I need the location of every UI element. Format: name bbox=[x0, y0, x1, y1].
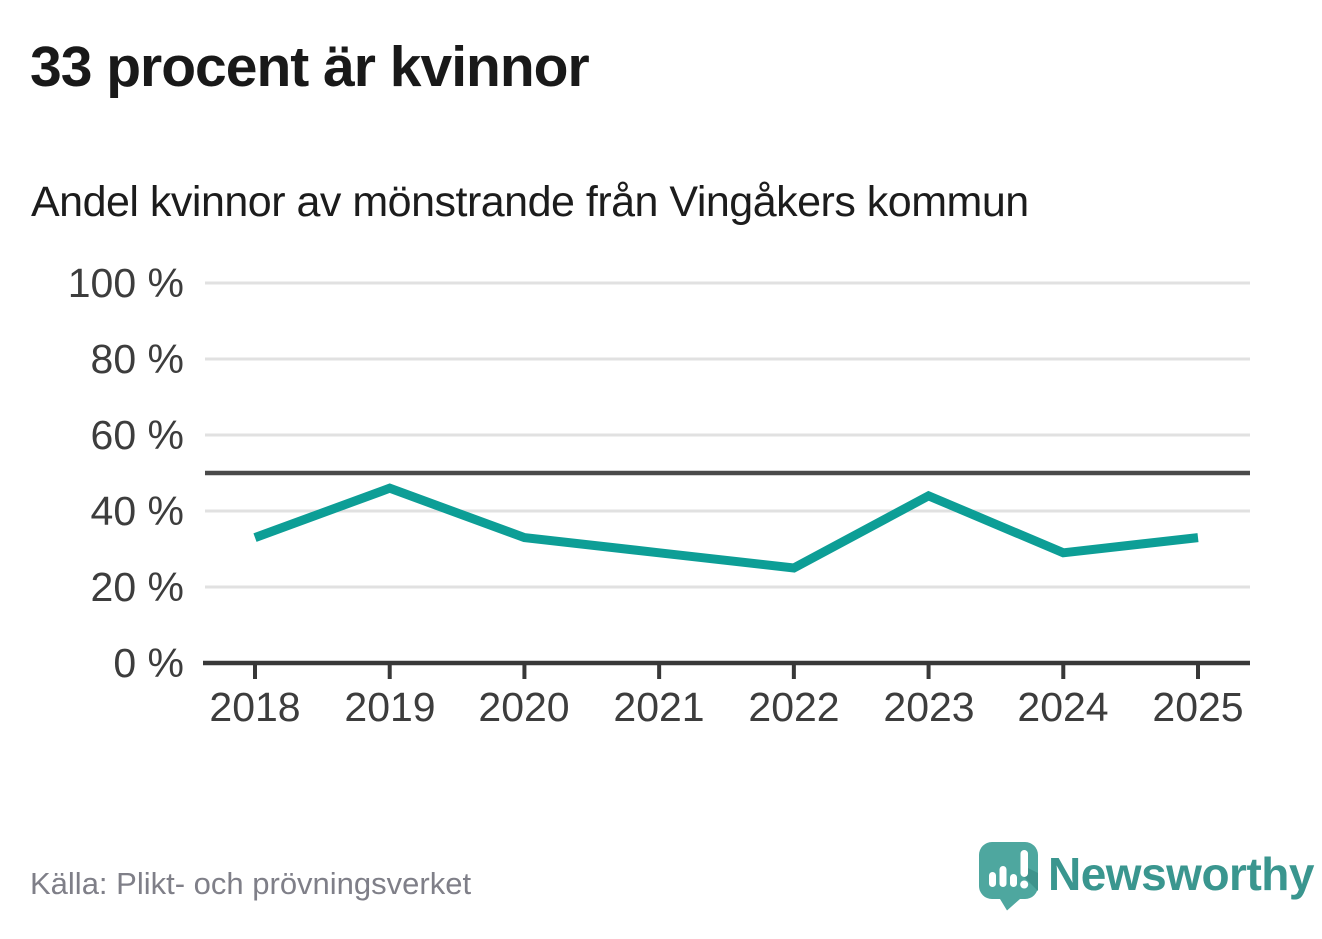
x-axis-label: 2024 bbox=[1017, 684, 1109, 730]
x-axis-label: 2022 bbox=[748, 684, 840, 730]
chart-subtitle: Andel kvinnor av mönstrande från Vingåke… bbox=[31, 178, 1029, 226]
x-axis-label: 2018 bbox=[209, 684, 301, 730]
newsworthy-logo-icon bbox=[979, 842, 1038, 911]
x-axis-label: 2020 bbox=[478, 684, 570, 730]
source-note: Källa: Plikt- och prövningsverket bbox=[30, 866, 472, 901]
y-axis-label: 20 % bbox=[90, 564, 184, 610]
y-axis-label: 40 % bbox=[90, 488, 184, 534]
newsworthy-logo: Newsworthy bbox=[978, 841, 1314, 911]
x-axis-label: 2019 bbox=[344, 684, 436, 730]
y-axis-label: 80 % bbox=[90, 336, 184, 382]
y-axis-label: 100 % bbox=[67, 260, 184, 306]
y-axis-label: 0 % bbox=[113, 640, 184, 686]
x-axis-label: 2023 bbox=[883, 684, 975, 730]
x-axis-label: 2025 bbox=[1152, 684, 1244, 730]
x-axis-tick-marks bbox=[253, 663, 1200, 679]
newsworthy-wordmark: Newsworthy bbox=[1048, 848, 1314, 900]
x-axis-label: 2021 bbox=[613, 684, 705, 730]
y-axis-label: 60 % bbox=[90, 412, 184, 458]
gridlines bbox=[205, 281, 1250, 589]
trend-line bbox=[253, 483, 1199, 573]
headline: 33 procent är kvinnor bbox=[30, 35, 590, 99]
